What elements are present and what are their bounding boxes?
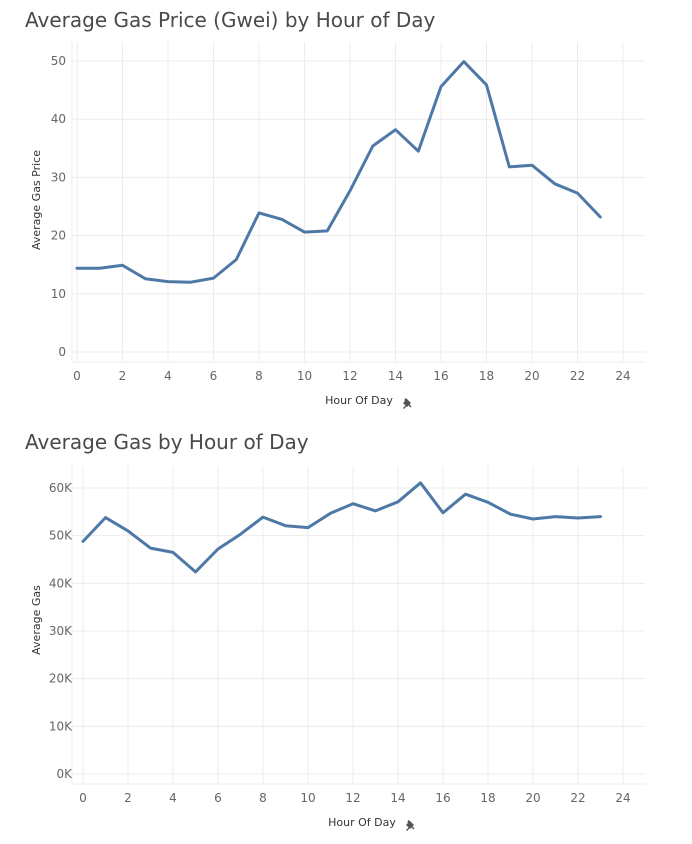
- pin-icon[interactable]: [406, 820, 415, 831]
- x-tick-label: 10: [300, 791, 315, 805]
- series-line: [75, 60, 602, 284]
- chart-title-gas-price: Average Gas Price (Gwei) by Hour of Day: [25, 8, 436, 32]
- series-line: [81, 481, 602, 574]
- x-tick-label: 10: [297, 369, 312, 383]
- x-tick-label: 12: [342, 369, 357, 383]
- pin-icon[interactable]: [403, 398, 412, 409]
- data-point[interactable]: [238, 531, 244, 537]
- x-axis-ticks: 0 2 4 6 8 10 12 14 16 18 20 22 24: [79, 791, 630, 805]
- y-tick-label: 40K: [49, 576, 73, 590]
- x-tick-label: 18: [480, 791, 495, 805]
- data-point[interactable]: [373, 508, 379, 514]
- x-tick-label: 4: [164, 369, 172, 383]
- y-tick-label: 0K: [56, 767, 73, 781]
- series-layer: [80, 480, 604, 575]
- gridlines: [71, 42, 645, 363]
- data-point[interactable]: [305, 525, 311, 531]
- x-tick-label: 2: [124, 791, 132, 805]
- y-axis-ticks: 0 10 20 30 40 50: [51, 54, 66, 359]
- y-tick-label: 20K: [49, 672, 73, 686]
- x-tick-label: 8: [259, 791, 267, 805]
- x-tick-label: 24: [615, 791, 630, 805]
- y-tick-label: 10: [51, 287, 66, 301]
- data-point[interactable]: [148, 545, 154, 551]
- x-tick-label: 22: [570, 791, 585, 805]
- data-point[interactable]: [485, 499, 491, 505]
- y-tick-label: 60K: [49, 481, 73, 495]
- x-tick-label: 18: [479, 369, 494, 383]
- series-layer: [75, 60, 602, 284]
- data-point[interactable]: [328, 510, 334, 516]
- x-axis-title: Hour Of Day: [325, 394, 393, 407]
- data-point[interactable]: [80, 538, 86, 544]
- y-tick-label: 40: [51, 112, 66, 126]
- gridlines: [71, 466, 645, 785]
- x-tick-label: 8: [255, 369, 263, 383]
- x-tick-label: 4: [169, 791, 177, 805]
- y-tick-label: 0: [58, 345, 66, 359]
- x-axis-ticks: 0 2 4 6 8 10 12 14 16 18 20 22 24: [73, 369, 630, 383]
- data-point[interactable]: [508, 511, 514, 517]
- data-point[interactable]: [125, 528, 131, 534]
- x-tick-label: 6: [210, 369, 218, 383]
- x-tick-label: 0: [73, 369, 81, 383]
- y-axis-ticks: 0K 10K 20K 30K 40K 50K 60K: [49, 481, 73, 781]
- x-tick-label: 14: [388, 369, 403, 383]
- data-point[interactable]: [463, 491, 469, 497]
- data-point[interactable]: [440, 510, 446, 516]
- data-point[interactable]: [575, 515, 581, 521]
- data-point[interactable]: [170, 549, 176, 555]
- y-axis-title: Average Gas: [30, 585, 43, 655]
- data-point[interactable]: [193, 569, 199, 575]
- chart-title-gas: Average Gas by Hour of Day: [25, 430, 309, 454]
- x-tick-label: 22: [570, 369, 585, 383]
- data-point[interactable]: [283, 523, 289, 529]
- x-tick-label: 2: [119, 369, 127, 383]
- y-tick-label: 50K: [49, 529, 73, 543]
- data-point[interactable]: [103, 515, 109, 521]
- x-tick-label: 16: [435, 791, 450, 805]
- data-point[interactable]: [350, 501, 356, 507]
- data-point[interactable]: [418, 480, 424, 486]
- y-axis-title: Average Gas Price: [30, 150, 43, 250]
- data-point[interactable]: [530, 516, 536, 522]
- data-point[interactable]: [553, 514, 559, 520]
- x-tick-label: 16: [433, 369, 448, 383]
- x-tick-label: 12: [345, 791, 360, 805]
- x-tick-label: 0: [79, 791, 87, 805]
- x-tick-label: 20: [524, 369, 539, 383]
- y-tick-label: 10K: [49, 719, 73, 733]
- x-tick-label: 14: [390, 791, 405, 805]
- x-tick-label: 6: [214, 791, 222, 805]
- y-tick-label: 30K: [49, 624, 73, 638]
- y-tick-label: 20: [51, 229, 66, 243]
- x-tick-label: 20: [525, 791, 540, 805]
- data-point[interactable]: [215, 546, 221, 552]
- x-tick-label: 24: [615, 369, 630, 383]
- data-point[interactable]: [395, 499, 401, 505]
- data-point[interactable]: [260, 514, 266, 520]
- data-point[interactable]: [598, 514, 604, 520]
- x-axis-title: Hour Of Day: [328, 816, 396, 829]
- y-tick-label: 30: [51, 170, 66, 184]
- y-tick-label: 50: [51, 54, 66, 68]
